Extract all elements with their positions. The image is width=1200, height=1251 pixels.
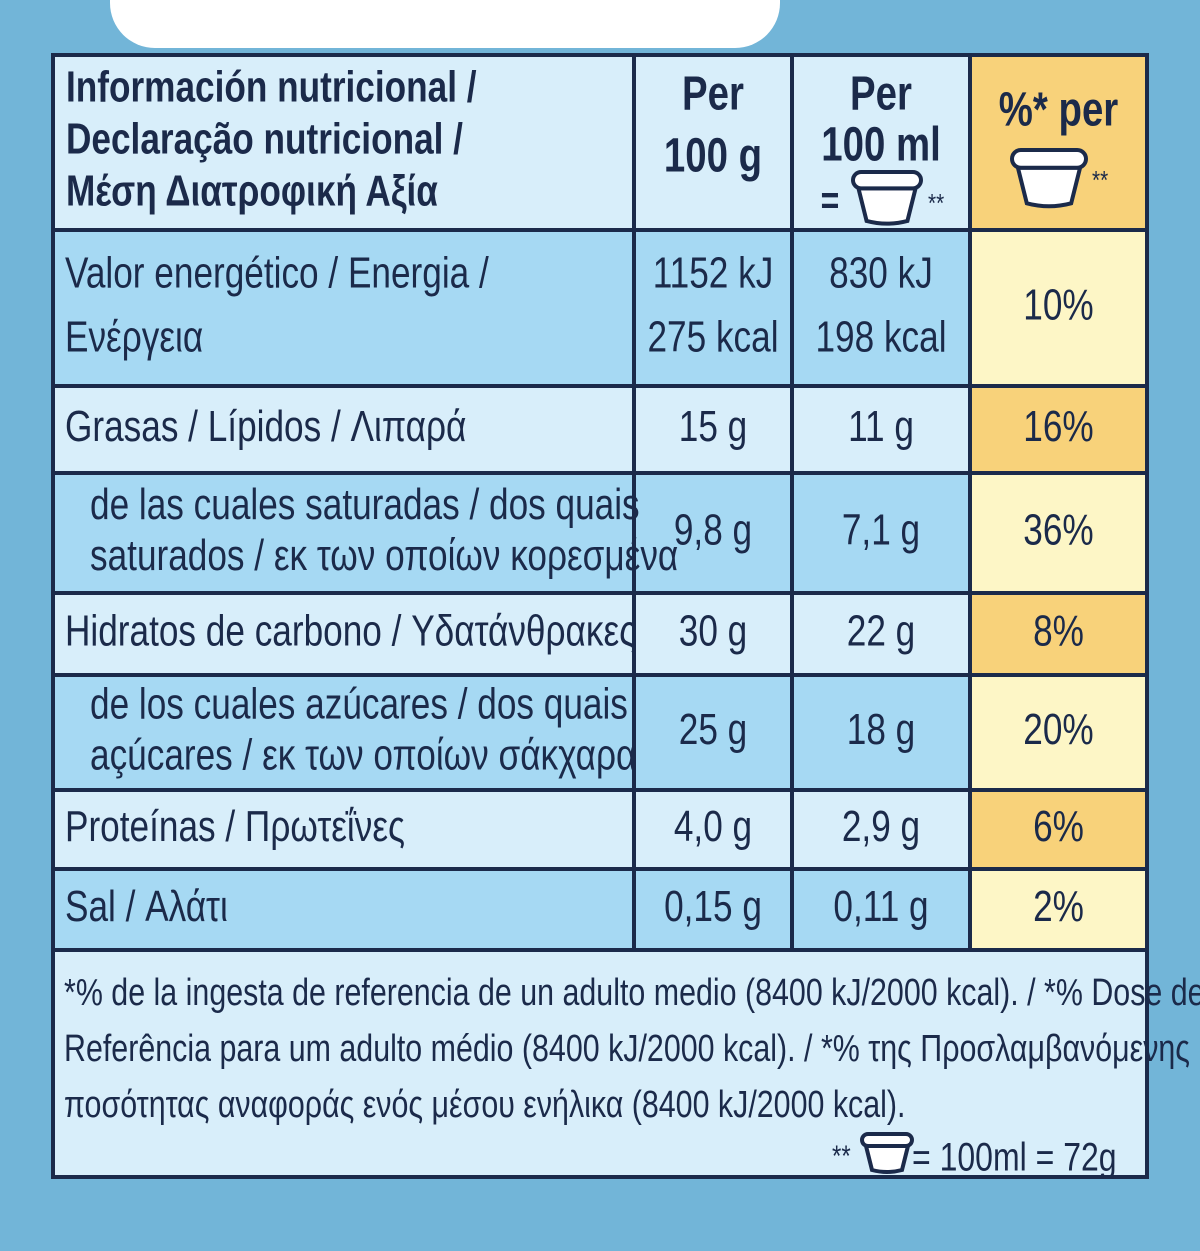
cell-nutrient: Hidratos de carbono / Υδατάνθρακες bbox=[65, 607, 636, 656]
table-cell bbox=[55, 57, 632, 228]
cell-per-100g: 25 g bbox=[679, 705, 747, 754]
table-cell bbox=[972, 475, 1145, 591]
table-cell bbox=[636, 232, 790, 384]
cell-percent: 8% bbox=[1033, 607, 1084, 656]
header-per-100ml: 100 ml bbox=[821, 119, 941, 172]
cell-percent: 2% bbox=[1033, 882, 1084, 931]
table-cell bbox=[636, 475, 790, 591]
table-cell bbox=[55, 595, 632, 673]
header-mark: ** bbox=[928, 189, 944, 218]
cup-icon-rim bbox=[1010, 148, 1088, 170]
cup-icon-body bbox=[863, 1144, 911, 1174]
top-shape bbox=[110, 0, 780, 48]
footnote-cell bbox=[55, 952, 1145, 1175]
header-per-100ml: Per bbox=[850, 68, 912, 121]
cell-nutrient: Sal / Αλάτι bbox=[65, 882, 228, 931]
cell-per-100ml: 198 kcal bbox=[815, 313, 946, 362]
footnote-line: Referência para um adulto médio (8400 kJ… bbox=[64, 1028, 1190, 1070]
table-cell bbox=[636, 388, 790, 471]
table-cell bbox=[55, 871, 632, 948]
header-percent: %* per bbox=[999, 84, 1119, 137]
cell-percent: 20% bbox=[1023, 705, 1093, 754]
table-cell bbox=[794, 388, 968, 471]
cell-per-100ml: 0,11 g bbox=[833, 882, 928, 931]
table-cell bbox=[636, 871, 790, 948]
cup-icon-body bbox=[855, 186, 919, 226]
table-cell bbox=[972, 792, 1145, 867]
table-cell bbox=[55, 792, 632, 867]
cell-nutrient: Grasas / Lípidos / Λιπαρά bbox=[65, 402, 466, 451]
cell-per-100g: 30 g bbox=[679, 607, 747, 656]
table-cell bbox=[794, 871, 968, 948]
cup-icon-rim bbox=[851, 170, 923, 191]
table-cell bbox=[972, 677, 1145, 788]
cell-per-100g: 1152 kJ bbox=[653, 249, 774, 298]
table-cell bbox=[794, 232, 968, 384]
cell-nutrient: saturados / εκ των οποίων κορεσμένα bbox=[90, 531, 678, 580]
cell-per-100ml: 18 g bbox=[847, 705, 915, 754]
cell-per-100ml: 830 kJ bbox=[829, 249, 933, 298]
cell-per-100ml: 2,9 g bbox=[842, 802, 920, 851]
cell-per-100g: 275 kcal bbox=[647, 313, 778, 362]
cell-per-100g: 0,15 g bbox=[664, 882, 762, 931]
table-cell bbox=[636, 595, 790, 673]
cup-icon-body bbox=[1015, 165, 1083, 209]
cell-per-100g: 15 g bbox=[679, 402, 747, 451]
header-per-100ml: = bbox=[821, 177, 840, 222]
cell-nutrient: Ενέργεια bbox=[65, 313, 203, 362]
cell-percent: 10% bbox=[1023, 281, 1093, 330]
cell-nutrient: de los cuales azúcares / dos quais bbox=[90, 680, 628, 729]
footnote-line: ποσότητας αναφοράς ενός μέσου ενήλικα (8… bbox=[64, 1084, 905, 1126]
table-cell bbox=[55, 388, 632, 471]
cell-per-100ml: 22 g bbox=[847, 607, 915, 656]
table-cell bbox=[55, 232, 632, 384]
table-cell bbox=[972, 871, 1145, 948]
cup-icon-rim bbox=[860, 1132, 914, 1148]
header-per-100g: 100 g bbox=[664, 130, 762, 183]
table-cell bbox=[972, 595, 1145, 673]
table-cell bbox=[55, 677, 632, 788]
footnote-mark: ** bbox=[832, 1138, 851, 1172]
cell-nutrient: Proteínas / Πρωτεΐνες bbox=[65, 802, 405, 851]
header-nutrient: Información nutricional / bbox=[66, 63, 477, 112]
table-cell bbox=[55, 475, 632, 591]
header-per-100g: Per bbox=[682, 68, 744, 121]
table-cell bbox=[794, 792, 968, 867]
cell-percent: 36% bbox=[1023, 506, 1093, 555]
cell-nutrient: Valor energético / Energia / bbox=[65, 249, 490, 298]
table-cell bbox=[972, 232, 1145, 384]
header-mark: ** bbox=[1092, 166, 1108, 195]
table-cell bbox=[972, 388, 1145, 471]
table-cell bbox=[636, 57, 790, 228]
table-cell bbox=[636, 792, 790, 867]
cell-nutrient: açúcares / εκ των οποίων σάκχαρα bbox=[90, 731, 636, 780]
cell-percent: 16% bbox=[1023, 402, 1093, 451]
table-cell bbox=[794, 677, 968, 788]
header-nutrient: Μέση Διατροφική Αξία bbox=[66, 167, 438, 216]
cell-nutrient: de las cuales saturadas / dos quais bbox=[90, 480, 640, 529]
table-cell bbox=[636, 677, 790, 788]
table-cell bbox=[794, 475, 968, 591]
cell-percent: 6% bbox=[1033, 802, 1084, 851]
cell-per-100ml: 7,1 g bbox=[842, 506, 920, 555]
header-nutrient: Declaração nutricional / bbox=[66, 115, 463, 164]
footnote-portion: = 100ml = 72g bbox=[912, 1134, 1117, 1179]
cell-per-100ml: 11 g bbox=[848, 402, 914, 451]
cell-per-100g: 9,8 g bbox=[674, 506, 752, 555]
footnote-line: *% de la ingesta de referencia de un adu… bbox=[64, 972, 1200, 1014]
table-cell bbox=[794, 595, 968, 673]
cell-per-100g: 4,0 g bbox=[674, 802, 752, 851]
